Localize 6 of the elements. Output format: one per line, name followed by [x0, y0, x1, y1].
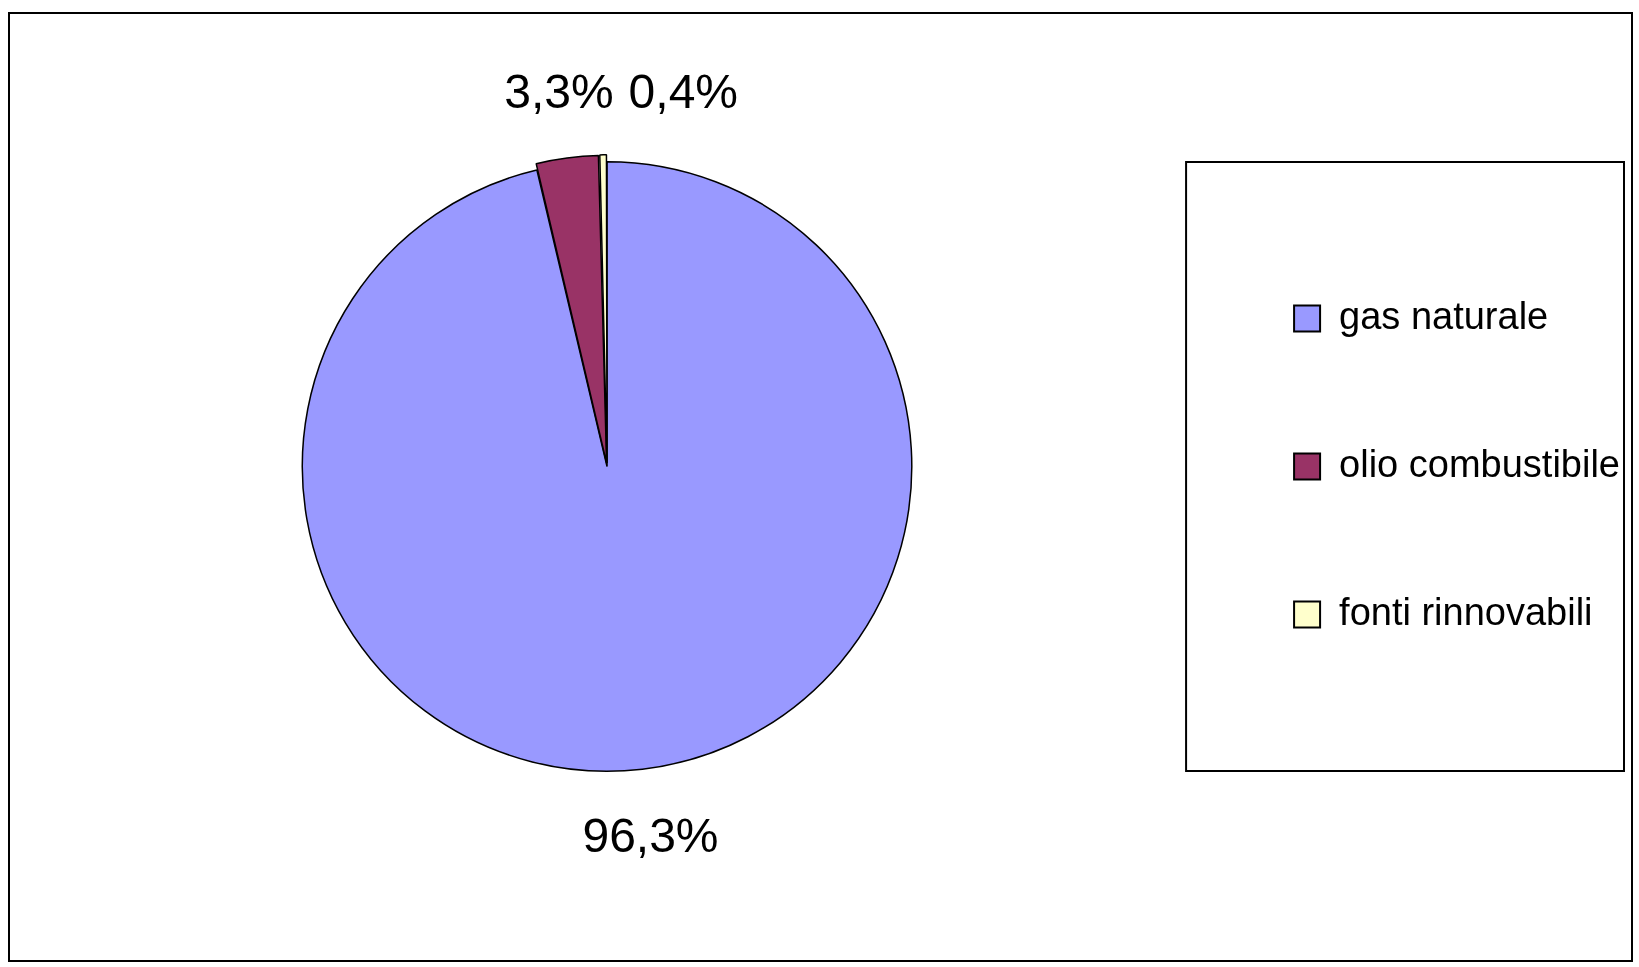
data-label: 3,3%	[504, 65, 614, 119]
data-label: 96,3%	[582, 808, 719, 862]
legend-label: olio combustibile	[1339, 442, 1620, 485]
legend-label: gas naturale	[1339, 294, 1549, 337]
data-label: 0,4%	[628, 65, 739, 119]
legend-label: fonti rinnovabili	[1339, 590, 1593, 633]
